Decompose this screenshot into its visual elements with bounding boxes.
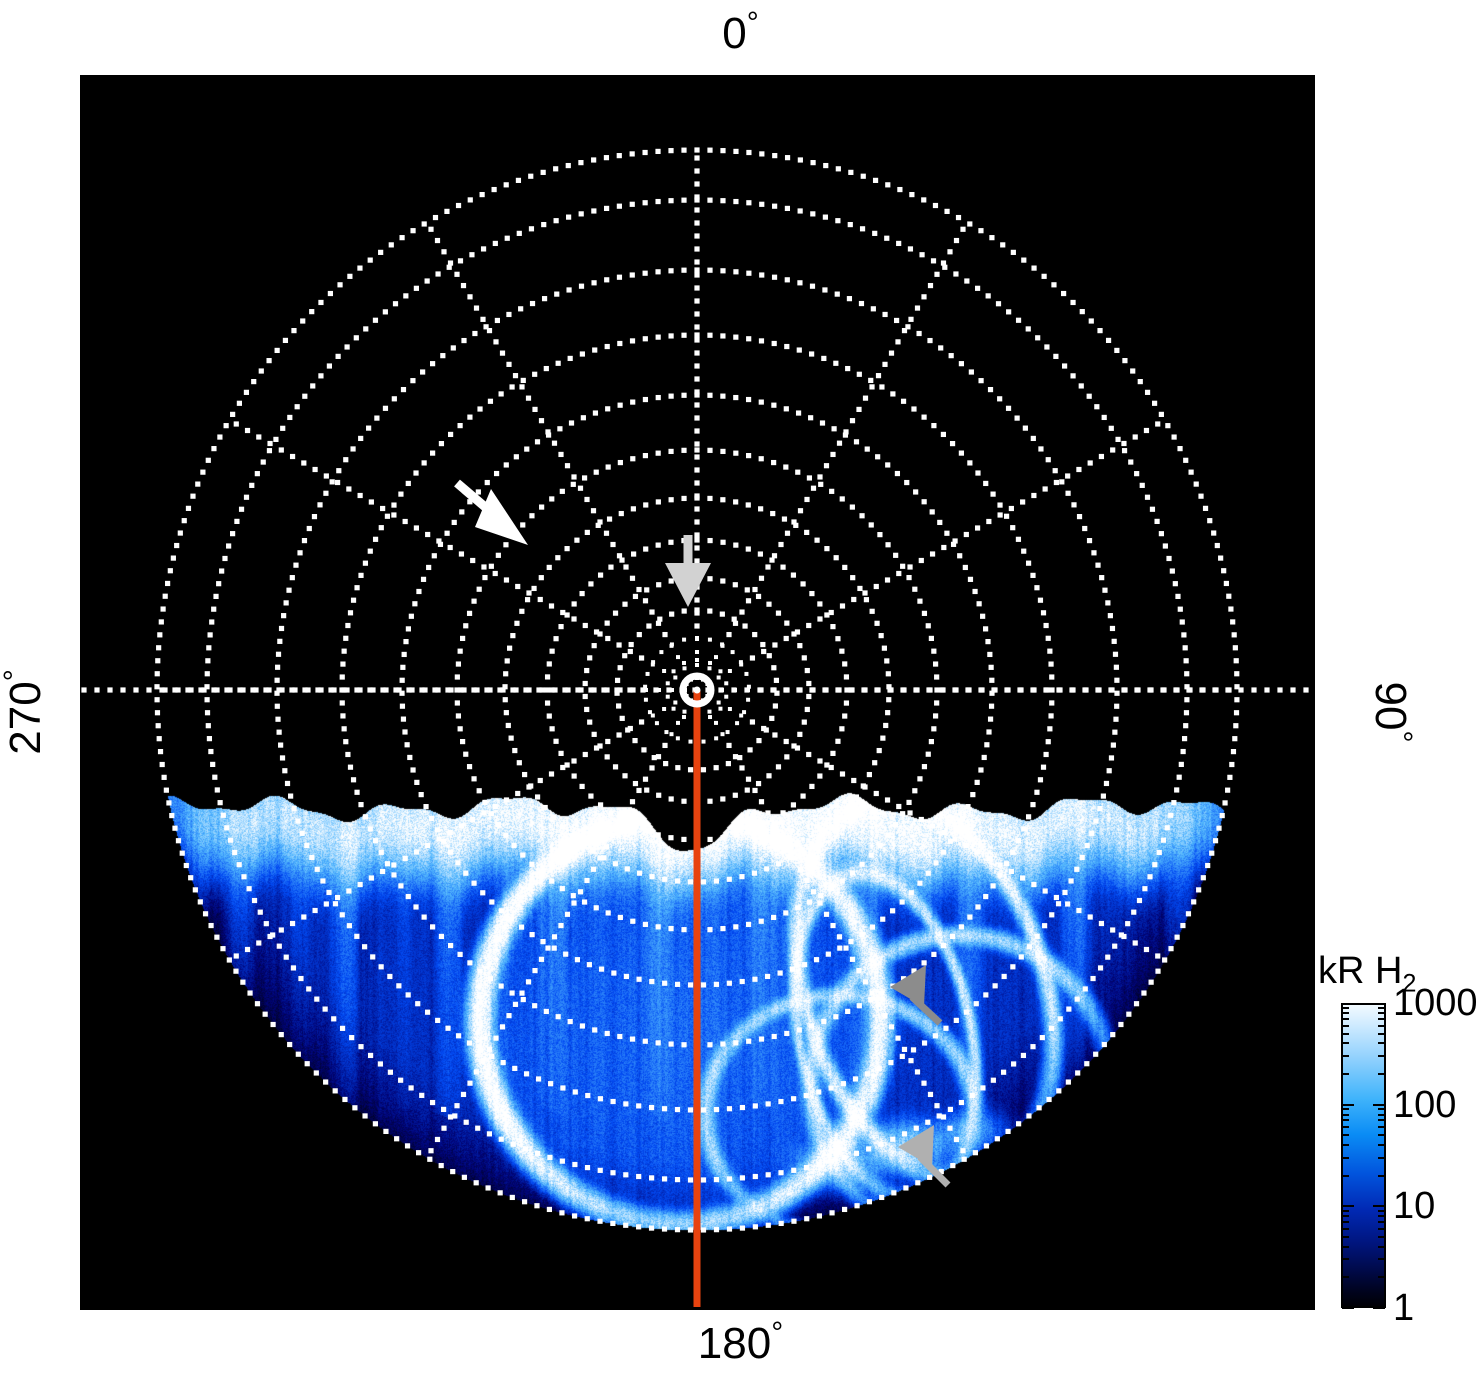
- colorbar-tick: [1378, 1017, 1385, 1020]
- colorbar-tick: [1378, 1174, 1385, 1177]
- gray-vertical-arrow-head: [665, 563, 711, 607]
- colorbar-tick: [1342, 1024, 1349, 1027]
- colorbar-tick: [1378, 1215, 1385, 1218]
- colorbar-tick-label: 10: [1393, 1185, 1436, 1228]
- colorbar-tick: [1378, 1144, 1385, 1147]
- colorbar-tick: [1378, 1108, 1385, 1111]
- colorbar-tick: [1378, 1126, 1385, 1129]
- colorbar-tick: [1342, 1134, 1349, 1137]
- colorbar-tick-label: 100: [1393, 1083, 1457, 1126]
- colorbar-tick: [1373, 1103, 1385, 1106]
- colorbar-tick: [1378, 1227, 1385, 1230]
- colorbar-tick: [1342, 1073, 1349, 1076]
- colorbar-tick: [1378, 1258, 1385, 1261]
- colorbar-tick: [1342, 1276, 1349, 1279]
- colorbar-tick: [1378, 1006, 1385, 1009]
- colorbar-tick: [1342, 1103, 1354, 1106]
- polar-plot-panel: [80, 75, 1315, 1310]
- colorbar-tick: [1342, 1221, 1349, 1224]
- colorbar-tick: [1378, 1209, 1385, 1212]
- colorbar-title: kR H2: [1318, 950, 1417, 998]
- colorbar-tick: [1378, 1245, 1385, 1248]
- colorbar-tick: [1342, 1119, 1349, 1122]
- colorbar-tick: [1342, 1307, 1354, 1309]
- colorbar-tick: [1378, 1055, 1385, 1058]
- colorbar-tick: [1342, 1258, 1349, 1261]
- colorbar-tick: [1342, 1042, 1349, 1045]
- gray-pointer-upper-head: [890, 965, 926, 1007]
- colorbar-tick: [1342, 1017, 1349, 1020]
- colorbar-tick: [1342, 1032, 1349, 1035]
- colorbar-tick: [1378, 1235, 1385, 1238]
- colorbar-tick: [1378, 1032, 1385, 1035]
- colorbar: kR H2 1000 100 10 1: [1318, 950, 1481, 1329]
- axis-label-left: 270°: [0, 669, 50, 755]
- white-diagonal-arrow-head: [475, 489, 528, 545]
- colorbar-tick: [1378, 1134, 1385, 1137]
- colorbar-tick: [1378, 1221, 1385, 1224]
- colorbar-tick: [1342, 1209, 1349, 1212]
- pole-marker-center: [693, 686, 701, 694]
- colorbar-tick: [1378, 1113, 1385, 1116]
- colorbar-tick-label: 1000: [1393, 982, 1478, 1024]
- colorbar-tick: [1342, 1006, 1349, 1009]
- colorbar-tick: [1378, 1073, 1385, 1076]
- polar-grid: [81, 147, 1309, 1233]
- colorbar-tick: [1342, 1245, 1349, 1248]
- colorbar-tick: [1378, 1011, 1385, 1014]
- colorbar-tick: [1342, 1055, 1349, 1058]
- colorbar-tick: [1342, 1235, 1349, 1238]
- colorbar-tick-label: 1: [1393, 1287, 1415, 1329]
- colorbar-tick: [1378, 1276, 1385, 1279]
- colorbar-tick: [1342, 1011, 1349, 1014]
- colorbar-tick: [1342, 1215, 1349, 1218]
- axis-label-top: 0°: [722, 6, 759, 58]
- colorbar-tick: [1373, 1307, 1385, 1309]
- colorbar-tick: [1342, 1144, 1349, 1147]
- colorbar-tick: [1342, 1205, 1354, 1208]
- annotation-layer: [454, 479, 951, 1307]
- colorbar-tick: [1342, 1126, 1349, 1129]
- colorbar-tick: [1373, 1205, 1385, 1208]
- pole-marker: [679, 672, 715, 708]
- axis-label-right: 90°: [1366, 681, 1418, 743]
- colorbar-tick: [1378, 1042, 1385, 1045]
- gray-pointer-lower-head: [898, 1125, 934, 1167]
- colorbar-tick: [1342, 1174, 1349, 1177]
- axis-label-bottom: 180°: [697, 1316, 784, 1368]
- colorbar-gradient: [1341, 1003, 1386, 1308]
- colorbar-tick: [1342, 1156, 1349, 1159]
- colorbar-tick: [1378, 1119, 1385, 1122]
- colorbar-tick: [1342, 1108, 1349, 1111]
- colorbar-tick: [1342, 1113, 1349, 1116]
- colorbar-tick: [1378, 1156, 1385, 1159]
- colorbar-tick: [1342, 1227, 1349, 1230]
- colorbar-tick: [1378, 1024, 1385, 1027]
